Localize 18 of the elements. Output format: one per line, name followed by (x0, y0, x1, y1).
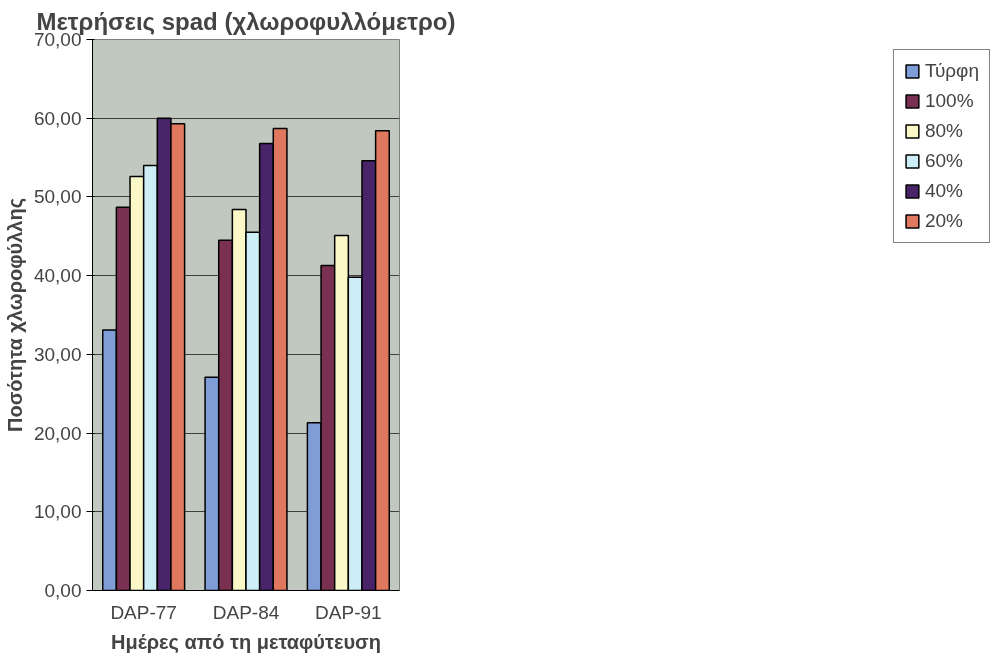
y-tick-label: 20,00 (33, 422, 82, 444)
legend-label: 40% (924, 180, 963, 202)
x-axis-title: Ημέρες από τη μεταφύτευση (111, 630, 381, 653)
y-tick-label: 50,00 (33, 186, 82, 208)
y-tick-label: 0,00 (44, 580, 82, 601)
y-tick-label: 60,00 (33, 107, 82, 129)
y-axis-title: Ποσότητα χλωροφύλλης (3, 197, 26, 433)
legend-label: 20% (924, 210, 963, 232)
x-tick-label: DAP-77 (110, 601, 177, 623)
x-tick-label: DAP-84 (212, 601, 280, 623)
legend-label: Τύρφη (924, 60, 979, 82)
y-tick-label: 40,00 (33, 265, 82, 287)
y-tick-label: 10,00 (33, 501, 82, 523)
legend-label: 100% (924, 90, 974, 112)
y-tick-label: 30,00 (33, 343, 82, 365)
legend-label: 80% (924, 120, 963, 142)
legend-label: 60% (924, 150, 963, 172)
x-tick-label: DAP-91 (315, 601, 382, 623)
